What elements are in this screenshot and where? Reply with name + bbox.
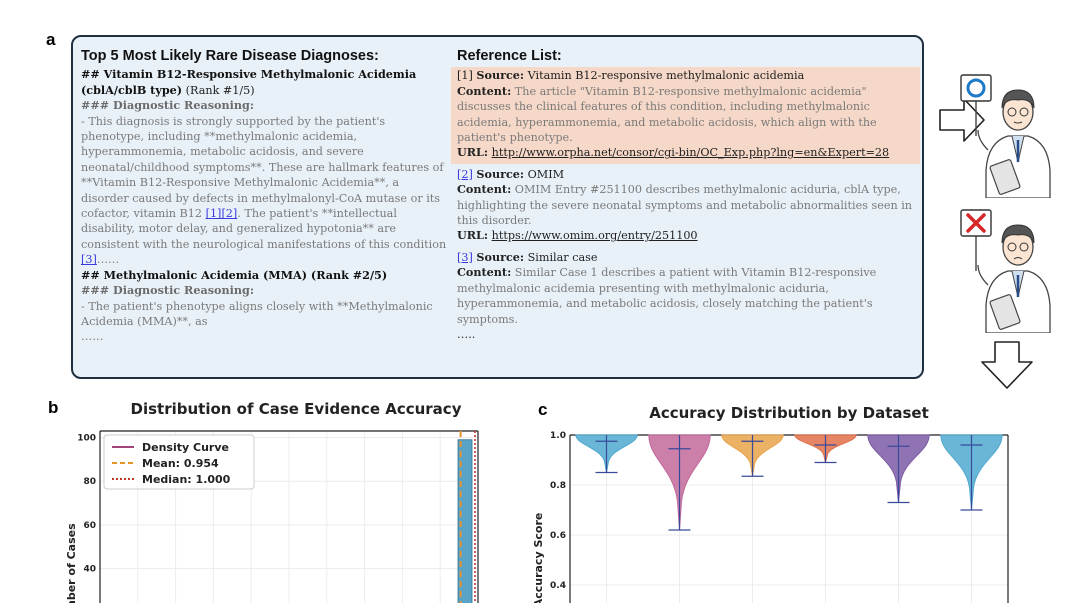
reference-ellipsis: …..	[457, 327, 476, 341]
legend-label: Median: 1.000	[142, 473, 231, 486]
y-tick-label: 100	[77, 434, 96, 444]
reference-num-3[interactable]: [3]	[457, 250, 473, 264]
panel-label-c: c	[538, 400, 548, 419]
llm-output-box: Top 5 Most Likely Rare Disease Diagnoses…	[71, 35, 924, 379]
ellipsis: ……	[81, 330, 104, 344]
citation-link-2[interactable]: [2]	[221, 207, 238, 221]
reasoning-label-2: ### Diagnostic Reasoning:	[81, 283, 254, 298]
citation-link-1[interactable]: [1]	[205, 207, 222, 221]
doctor-reject-icon	[960, 209, 1051, 333]
diagnosis-1-title: ## Vitamin B12-Responsive Methylmalonic …	[81, 67, 417, 97]
y-tick-label: 0.6	[550, 531, 566, 541]
diagnosis-2-reasoning: - The patient's phenotype aligns closely…	[81, 299, 433, 328]
reference-num-2[interactable]: [2]	[457, 167, 473, 181]
diagnoses-heading: Top 5 Most Likely Rare Disease Diagnoses…	[81, 48, 379, 64]
right-arrow-icon	[939, 98, 985, 142]
legend-label: Density Curve	[142, 441, 229, 454]
legend-label: Mean: 0.954	[142, 457, 219, 470]
reasoning-label: ### Diagnostic Reasoning:	[81, 98, 254, 113]
diagnosis-1-reasoning: - This diagnosis is strongly supported b…	[81, 114, 447, 267]
reference-url-1[interactable]: http://www.orpha.net/consor/cgi-bin/OC_E…	[491, 146, 890, 160]
legend-box	[103, 434, 255, 490]
chart-c-plot-area: 0.4 0.6 0.8 1.0	[550, 431, 1009, 603]
reference-column: Reference List: [1] Source: Vitamin B12-…	[451, 48, 920, 347]
reference-heading: Reference List:	[457, 48, 562, 64]
citation-link-3[interactable]: [3]	[81, 253, 97, 267]
doctor-approve-icon	[960, 74, 1051, 198]
chart-b-title: Distribution of Case Evidence Accuracy	[131, 400, 462, 418]
chart-c-ylabel: Accuracy Score	[532, 513, 545, 603]
y-tick-label: 1.0	[550, 431, 566, 441]
chart-b-plot-area: 40 60 80 100 Density Curve Mean: 0.954 Median:…	[77, 430, 479, 603]
y-tick-label: 0.8	[550, 481, 566, 491]
down-arrow-icon	[981, 341, 1033, 389]
dataset-accuracy-violin-chart: Accuracy Distribution by Dataset 0.40.60…	[532, 404, 1009, 603]
evidence-accuracy-chart: Distribution of Case Evidence Accuracy 4…	[65, 400, 479, 603]
panel-label-b: b	[48, 398, 59, 417]
y-tick-label: 0.4	[550, 581, 566, 591]
reference-item-3: [3] Source: Similar case Content: Simila…	[457, 249, 920, 345]
panel-label-a: a	[46, 30, 56, 49]
y-tick-label: 60	[83, 521, 96, 531]
reference-item-2: [2] Source: OMIM Content: OMIM Entry #25…	[457, 166, 913, 243]
chart-c-title: Accuracy Distribution by Dataset	[649, 404, 929, 422]
reference-item-1: [1] Source: Vitamin B12-responsive methy…	[451, 67, 920, 164]
reference-url-2[interactable]: https://www.omim.org/entry/251100	[491, 229, 698, 243]
y-tick-label: 80	[83, 477, 96, 487]
diagnoses-column: Top 5 Most Likely Rare Disease Diagnoses…	[81, 48, 449, 345]
cross-icon	[966, 213, 986, 233]
diagnosis-2-title: ## Methylmalonic Acidemia (MMA) (Rank #2…	[81, 267, 388, 282]
chart-b-ylabel: Number of Cases	[65, 523, 78, 603]
check-circle-icon	[966, 78, 986, 98]
y-tick-label: 40	[83, 565, 96, 575]
